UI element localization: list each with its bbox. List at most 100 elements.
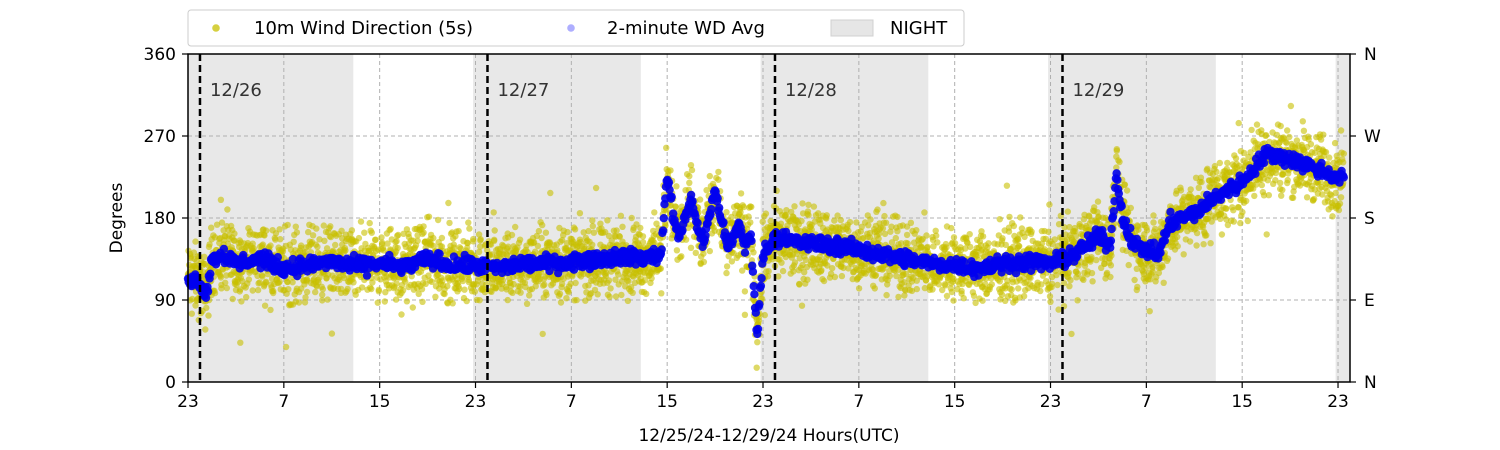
data-point [606, 293, 613, 300]
data-point [1322, 148, 1330, 156]
data-point [1048, 280, 1056, 288]
data-point [894, 213, 901, 221]
data-point [488, 251, 496, 258]
data-point [706, 172, 713, 180]
data-point [395, 231, 402, 239]
data-point [1284, 176, 1291, 184]
data-point [943, 244, 950, 251]
data-point [1207, 240, 1214, 247]
data-point [1218, 231, 1226, 238]
data-point [791, 259, 799, 266]
data-point [409, 304, 416, 311]
data-point [229, 295, 236, 303]
data-point [321, 237, 328, 244]
data-point [400, 230, 407, 237]
data-point [1004, 277, 1011, 284]
data-point [384, 240, 391, 247]
data-point [1042, 235, 1049, 242]
data-point [509, 289, 516, 296]
data-point [524, 248, 531, 256]
data-point [319, 297, 326, 304]
data-point [1093, 256, 1100, 264]
data-point [881, 212, 888, 220]
data-point [1253, 121, 1261, 128]
data-point [1015, 285, 1022, 292]
data-point [1074, 297, 1081, 304]
data-point [686, 172, 693, 180]
data-point [420, 223, 427, 230]
data-point [516, 283, 524, 290]
data-point [368, 285, 375, 293]
data-point [302, 294, 309, 301]
data-point [316, 274, 323, 281]
data-point [823, 212, 830, 219]
data-point [1307, 141, 1315, 148]
data-point [231, 230, 238, 237]
data-point [933, 232, 940, 239]
data-point [855, 285, 863, 292]
data-point [1160, 279, 1167, 286]
data-point [1237, 219, 1244, 227]
data-point [1094, 198, 1102, 205]
data-point [700, 250, 707, 257]
data-point [517, 289, 524, 296]
data-point [1193, 242, 1200, 249]
data-point [737, 190, 745, 197]
data-point [499, 277, 506, 284]
data-point [319, 286, 326, 293]
data-point [913, 277, 920, 284]
data-point [866, 229, 874, 237]
data-point [930, 243, 937, 250]
data-point [966, 231, 973, 238]
data-point [664, 178, 674, 187]
night-span-0 [188, 54, 354, 382]
data-point [1116, 158, 1123, 166]
data-point [935, 281, 943, 288]
data-point [985, 240, 992, 247]
data-point [279, 248, 287, 255]
data-point [673, 247, 681, 254]
data-point [762, 210, 770, 217]
data-point [534, 242, 542, 250]
data-point [764, 273, 772, 280]
data-point [203, 287, 213, 296]
data-point [444, 283, 451, 290]
data-point [625, 278, 632, 285]
data-point [791, 203, 798, 210]
data-point [739, 267, 746, 274]
data-point [801, 269, 808, 276]
data-point [358, 284, 366, 291]
data-point [362, 271, 372, 280]
data-point [1038, 281, 1045, 288]
data-point [1310, 195, 1318, 203]
data-point [1113, 164, 1120, 171]
data-point [870, 266, 877, 273]
data-point [277, 236, 284, 243]
data-point [264, 270, 271, 278]
data-point [747, 219, 754, 226]
data-point [741, 288, 749, 295]
data-point [657, 245, 666, 254]
data-point [1337, 194, 1345, 201]
data-point [188, 310, 195, 317]
data-point [648, 275, 655, 282]
data-point [1010, 222, 1018, 230]
data-point [301, 299, 309, 306]
data-point [903, 231, 911, 239]
data-point [250, 245, 257, 252]
data-point [1150, 212, 1157, 219]
data-point [765, 268, 772, 275]
data-point [1028, 228, 1035, 235]
data-point [243, 293, 250, 301]
data-point [988, 281, 995, 288]
data-point [285, 286, 292, 293]
data-point [790, 268, 797, 275]
data-point [875, 235, 882, 242]
data-point [564, 228, 571, 236]
data-point [1287, 102, 1295, 110]
data-point [272, 236, 279, 243]
data-point [455, 227, 462, 235]
data-point [526, 292, 533, 299]
data-point [1164, 255, 1172, 262]
data-point [678, 253, 685, 260]
